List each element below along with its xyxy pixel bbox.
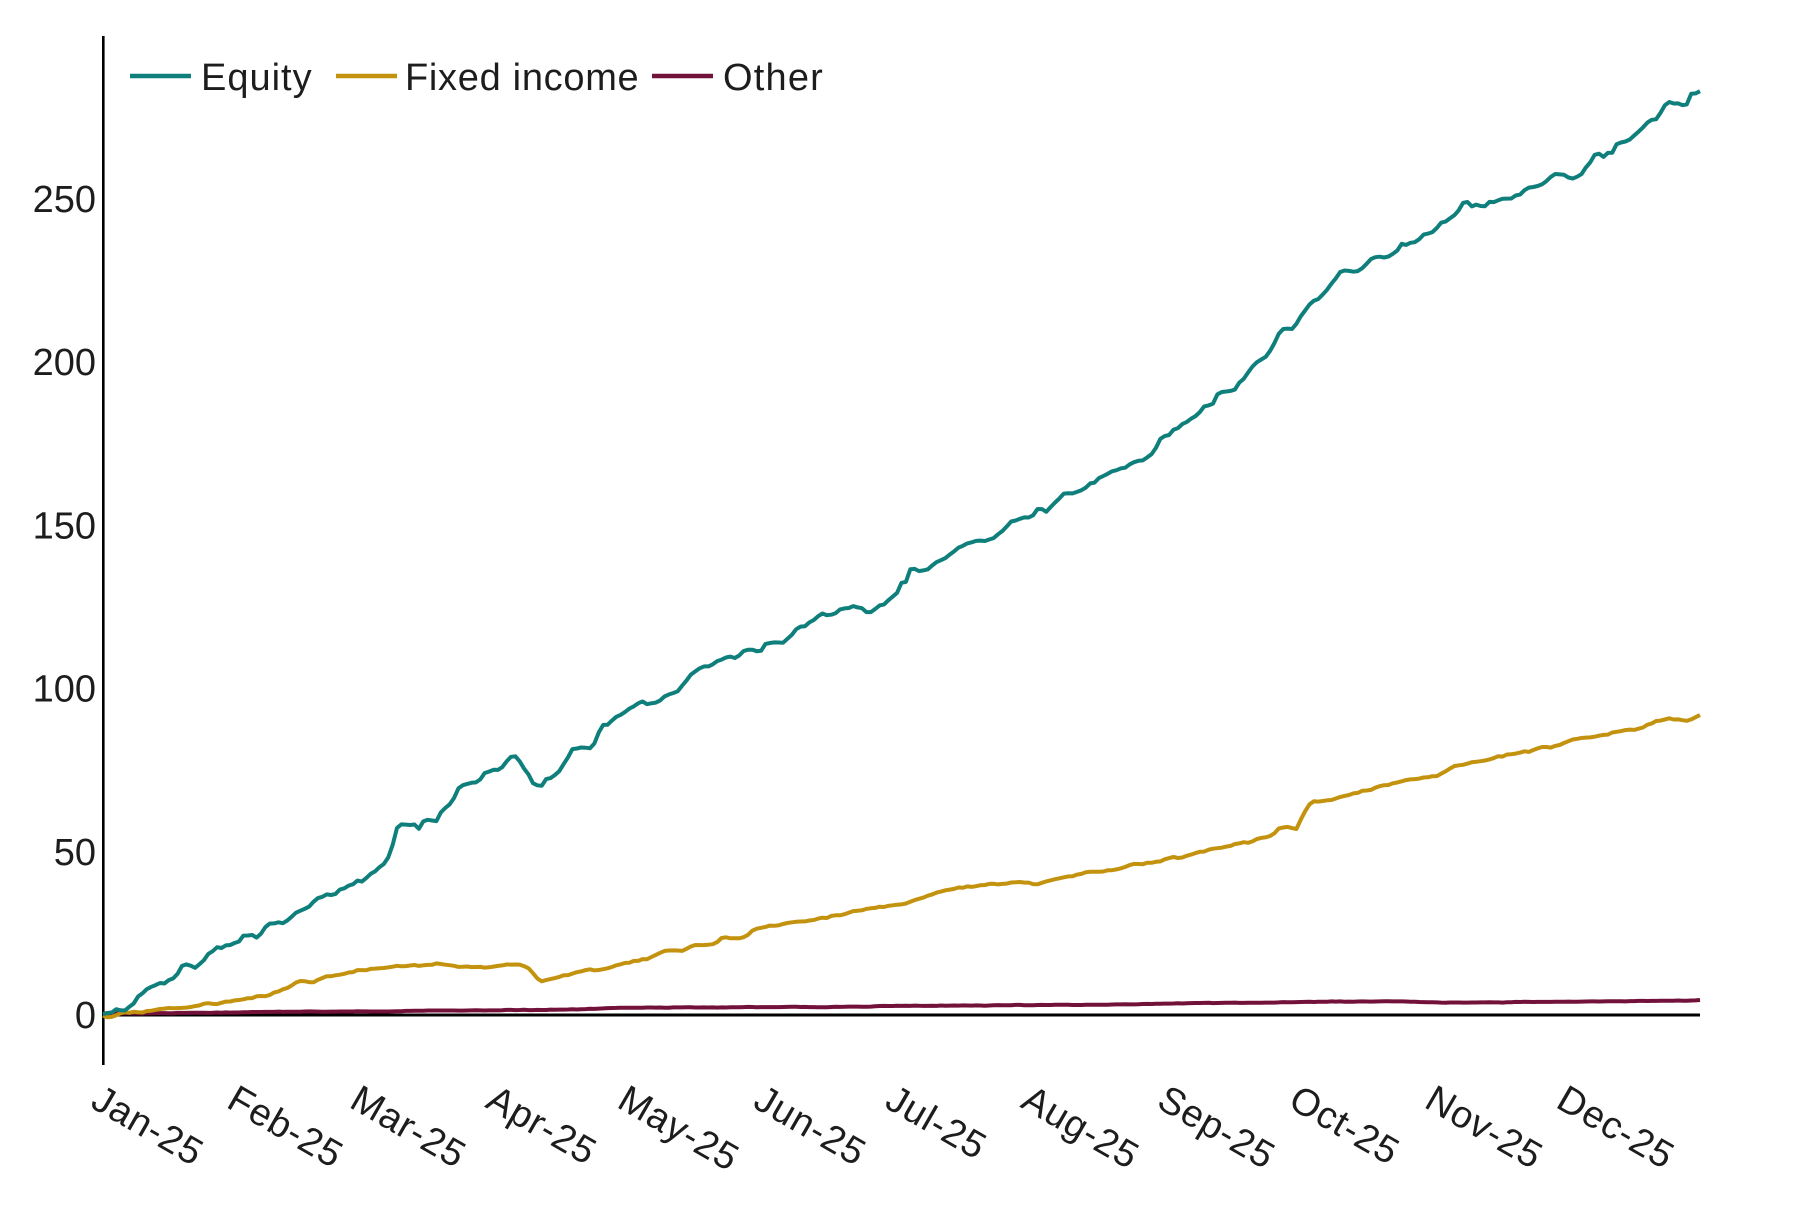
svg-text:Equity: Equity — [201, 57, 313, 99]
svg-text:Other: Other — [723, 57, 824, 99]
svg-text:0: 0 — [75, 995, 96, 1037]
svg-text:250: 250 — [33, 179, 96, 221]
svg-text:Fixed income: Fixed income — [405, 57, 639, 99]
svg-text:150: 150 — [33, 505, 96, 547]
svg-text:200: 200 — [33, 342, 96, 384]
svg-text:50: 50 — [54, 832, 96, 874]
svg-text:100: 100 — [33, 669, 96, 711]
